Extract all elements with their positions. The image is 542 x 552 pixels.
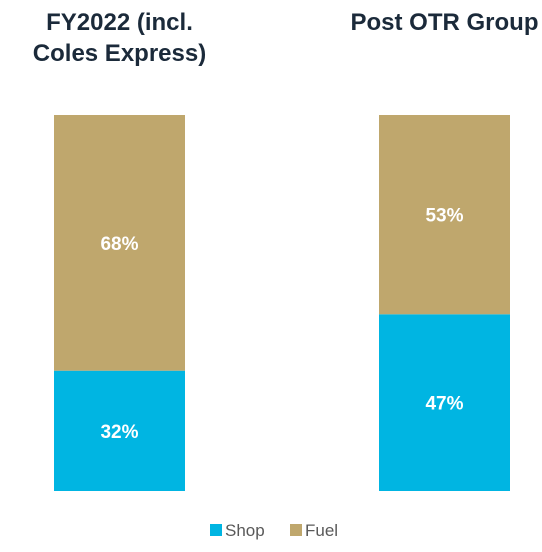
bar-shop-2 xyxy=(379,314,510,491)
legend-swatch-fuel xyxy=(290,524,302,536)
legend-label-fuel: Fuel xyxy=(305,521,338,540)
data-labels: 32% 68% 47% 53% xyxy=(100,206,463,443)
data-label-fuel-2: 53% xyxy=(425,206,463,227)
column-title-1-line-2: Coles Express) xyxy=(33,40,206,67)
legend: Shop Fuel xyxy=(210,521,338,540)
bar-shop-1 xyxy=(54,370,185,491)
data-label-fuel-1: 68% xyxy=(100,234,138,255)
bar-fuel-2 xyxy=(379,115,510,315)
data-label-shop-1: 32% xyxy=(100,422,138,443)
column-titles: FY2022 (incl. Coles Express) Post OTR Grou… xyxy=(33,9,539,67)
bar-fuel-1 xyxy=(54,115,185,371)
legend-label-shop: Shop xyxy=(225,521,265,540)
column-title-1-line-1: FY2022 (incl. xyxy=(46,9,193,36)
column-title-2-line-1: Post OTR Group xyxy=(351,9,539,36)
data-label-shop-2: 47% xyxy=(425,394,463,415)
legend-swatch-shop xyxy=(210,524,222,536)
bars xyxy=(54,115,510,491)
